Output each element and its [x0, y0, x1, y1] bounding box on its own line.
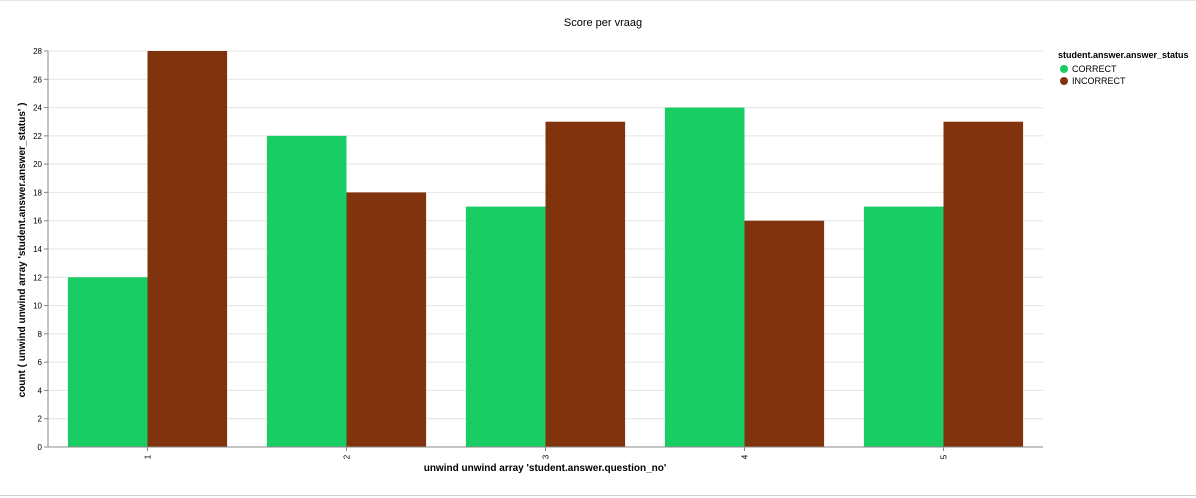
y-axis-label: count ( unwind unwind array 'student.ans…: [17, 103, 28, 398]
bar-incorrect-q3[interactable]: [545, 121, 626, 447]
top-border: [0, 0, 1196, 1]
y-tick-label: 0: [38, 443, 43, 452]
legend-label-incorrect: INCORRECT: [1072, 76, 1126, 86]
x-tick-label: 3: [542, 454, 551, 459]
bar-correct-q1[interactable]: [67, 277, 148, 447]
bar-incorrect-q2[interactable]: [346, 192, 427, 447]
x-tick-label: 5: [940, 454, 949, 459]
legend-label-correct: CORRECT: [1072, 64, 1117, 74]
bar-correct-q3[interactable]: [465, 206, 546, 447]
y-tick-label: 8: [38, 330, 43, 339]
bar-correct-q4[interactable]: [664, 107, 745, 448]
bar-incorrect-q1[interactable]: [147, 51, 228, 447]
bottom-border: [0, 495, 1196, 496]
legend-item-incorrect[interactable]: INCORRECT: [1058, 75, 1189, 87]
y-tick-label: 10: [33, 302, 42, 311]
x-tick-label: 2: [343, 454, 352, 459]
y-tick-label: 28: [33, 47, 42, 56]
y-tick-label: 20: [33, 160, 42, 169]
x-tick-label: 4: [741, 454, 750, 459]
bar-incorrect-q4[interactable]: [744, 220, 825, 447]
legend-swatch-incorrect: [1060, 77, 1068, 85]
legend-swatch-correct: [1060, 65, 1068, 73]
y-tick-label: 16: [33, 217, 42, 226]
y-tick-label: 12: [33, 273, 42, 282]
legend-item-correct[interactable]: CORRECT: [1058, 63, 1189, 75]
x-axis-label: unwind unwind array 'student.answer.ques…: [424, 463, 667, 474]
legend-title: student.answer.answer_status: [1058, 50, 1189, 60]
y-tick-label: 2: [38, 415, 43, 424]
y-tick-label: 24: [33, 104, 42, 113]
y-tick-label: 6: [38, 358, 43, 367]
legend: student.answer.answer_status CORRECT INC…: [1058, 50, 1189, 87]
y-tick-label: 18: [33, 188, 42, 197]
y-tick-label: 14: [33, 245, 42, 254]
bar-correct-q2[interactable]: [266, 135, 347, 447]
y-tick-label: 22: [33, 132, 42, 141]
y-tick-label: 4: [38, 386, 43, 395]
bars: [67, 51, 1024, 448]
bar-incorrect-q5[interactable]: [943, 121, 1024, 447]
x-tick-label: 1: [144, 454, 153, 459]
chart-title: Score per vraag: [564, 17, 642, 29]
y-tick-label: 26: [33, 75, 42, 84]
bar-correct-q5[interactable]: [863, 206, 944, 447]
